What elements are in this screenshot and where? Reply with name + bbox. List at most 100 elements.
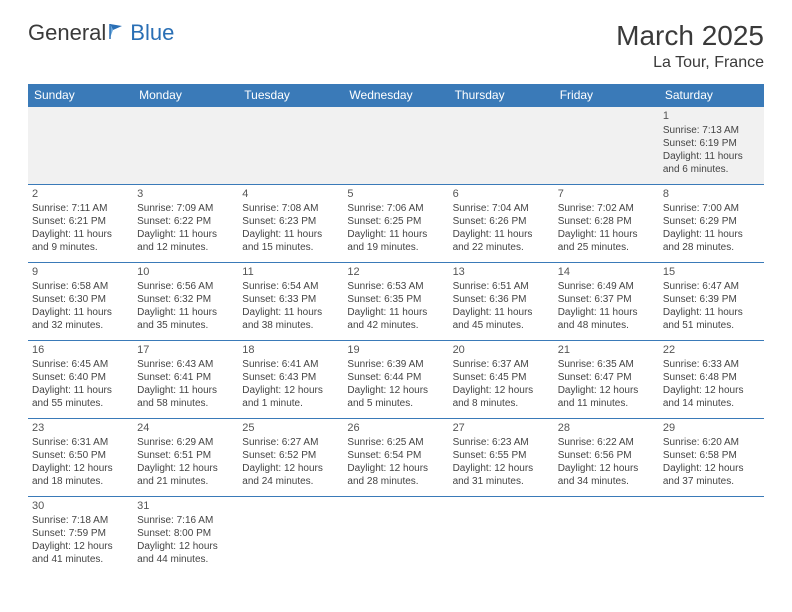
day-number: 16 (32, 343, 129, 357)
calendar-cell: 30Sunrise: 7:18 AMSunset: 7:59 PMDayligh… (28, 497, 133, 575)
sunset-line: Sunset: 6:22 PM (137, 215, 234, 228)
sunrise-line: Sunrise: 7:09 AM (137, 202, 234, 215)
sunrise-line: Sunrise: 6:41 AM (242, 358, 339, 371)
calendar-cell: 18Sunrise: 6:41 AMSunset: 6:43 PMDayligh… (238, 341, 343, 419)
daylight-line: and 37 minutes. (663, 475, 760, 488)
sunset-line: Sunset: 6:54 PM (347, 449, 444, 462)
daylight-line: Daylight: 12 hours (663, 384, 760, 397)
daylight-line: Daylight: 12 hours (242, 462, 339, 475)
daylight-line: and 18 minutes. (32, 475, 129, 488)
sunset-line: Sunset: 6:44 PM (347, 371, 444, 384)
calendar-cell: 13Sunrise: 6:51 AMSunset: 6:36 PMDayligh… (449, 263, 554, 341)
sunrise-line: Sunrise: 6:23 AM (453, 436, 550, 449)
calendar-cell (28, 107, 133, 185)
calendar-cell: 11Sunrise: 6:54 AMSunset: 6:33 PMDayligh… (238, 263, 343, 341)
day-number: 20 (453, 343, 550, 357)
sunrise-line: Sunrise: 7:13 AM (663, 124, 760, 137)
sunset-line: Sunset: 6:25 PM (347, 215, 444, 228)
sunset-line: Sunset: 6:19 PM (663, 137, 760, 150)
daylight-line: and 6 minutes. (663, 163, 760, 176)
calendar-cell: 21Sunrise: 6:35 AMSunset: 6:47 PMDayligh… (554, 341, 659, 419)
day-number: 25 (242, 421, 339, 435)
daylight-line: and 21 minutes. (137, 475, 234, 488)
daylight-line: and 22 minutes. (453, 241, 550, 254)
daylight-line: and 19 minutes. (347, 241, 444, 254)
calendar-week: 30Sunrise: 7:18 AMSunset: 7:59 PMDayligh… (28, 497, 764, 575)
day-header: Monday (133, 84, 238, 107)
day-number: 14 (558, 265, 655, 279)
daylight-line: and 1 minute. (242, 397, 339, 410)
daylight-line: Daylight: 12 hours (137, 462, 234, 475)
sunset-line: Sunset: 6:37 PM (558, 293, 655, 306)
daylight-line: Daylight: 12 hours (558, 384, 655, 397)
daylight-line: and 11 minutes. (558, 397, 655, 410)
sunset-line: Sunset: 6:43 PM (242, 371, 339, 384)
calendar-cell: 22Sunrise: 6:33 AMSunset: 6:48 PMDayligh… (659, 341, 764, 419)
sunrise-line: Sunrise: 7:16 AM (137, 514, 234, 527)
calendar-cell (659, 497, 764, 575)
calendar-cell: 24Sunrise: 6:29 AMSunset: 6:51 PMDayligh… (133, 419, 238, 497)
daylight-line: and 34 minutes. (558, 475, 655, 488)
sunset-line: Sunset: 6:35 PM (347, 293, 444, 306)
calendar-cell: 28Sunrise: 6:22 AMSunset: 6:56 PMDayligh… (554, 419, 659, 497)
calendar-week: 23Sunrise: 6:31 AMSunset: 6:50 PMDayligh… (28, 419, 764, 497)
sunset-line: Sunset: 6:41 PM (137, 371, 234, 384)
calendar-cell: 15Sunrise: 6:47 AMSunset: 6:39 PMDayligh… (659, 263, 764, 341)
sunrise-line: Sunrise: 6:33 AM (663, 358, 760, 371)
daylight-line: Daylight: 12 hours (663, 462, 760, 475)
sunset-line: Sunset: 6:39 PM (663, 293, 760, 306)
sunrise-line: Sunrise: 6:37 AM (453, 358, 550, 371)
daylight-line: and 28 minutes. (663, 241, 760, 254)
day-number: 1 (663, 109, 760, 123)
daylight-line: Daylight: 11 hours (32, 306, 129, 319)
sunrise-line: Sunrise: 6:39 AM (347, 358, 444, 371)
calendar-cell: 1Sunrise: 7:13 AMSunset: 6:19 PMDaylight… (659, 107, 764, 185)
calendar-cell (554, 107, 659, 185)
daylight-line: and 44 minutes. (137, 553, 234, 566)
daylight-line: Daylight: 11 hours (137, 384, 234, 397)
day-header: Sunday (28, 84, 133, 107)
sunset-line: Sunset: 8:00 PM (137, 527, 234, 540)
header: General Blue March 2025 La Tour, France (28, 20, 764, 72)
sunset-line: Sunset: 6:50 PM (32, 449, 129, 462)
sunset-line: Sunset: 6:23 PM (242, 215, 339, 228)
daylight-line: Daylight: 11 hours (558, 228, 655, 241)
calendar-cell: 5Sunrise: 7:06 AMSunset: 6:25 PMDaylight… (343, 185, 448, 263)
daylight-line: and 58 minutes. (137, 397, 234, 410)
sunrise-line: Sunrise: 6:22 AM (558, 436, 655, 449)
day-number: 3 (137, 187, 234, 201)
calendar-cell: 23Sunrise: 6:31 AMSunset: 6:50 PMDayligh… (28, 419, 133, 497)
sunrise-line: Sunrise: 6:49 AM (558, 280, 655, 293)
sunset-line: Sunset: 6:48 PM (663, 371, 760, 384)
daylight-line: Daylight: 12 hours (242, 384, 339, 397)
day-number: 23 (32, 421, 129, 435)
day-number: 17 (137, 343, 234, 357)
calendar-cell: 12Sunrise: 6:53 AMSunset: 6:35 PMDayligh… (343, 263, 448, 341)
day-number: 2 (32, 187, 129, 201)
daylight-line: Daylight: 11 hours (32, 384, 129, 397)
sunrise-line: Sunrise: 6:56 AM (137, 280, 234, 293)
sunrise-line: Sunrise: 6:20 AM (663, 436, 760, 449)
calendar-cell: 20Sunrise: 6:37 AMSunset: 6:45 PMDayligh… (449, 341, 554, 419)
calendar-week: 1Sunrise: 7:13 AMSunset: 6:19 PMDaylight… (28, 107, 764, 185)
daylight-line: and 28 minutes. (347, 475, 444, 488)
calendar-cell: 14Sunrise: 6:49 AMSunset: 6:37 PMDayligh… (554, 263, 659, 341)
daylight-line: and 38 minutes. (242, 319, 339, 332)
calendar-cell: 2Sunrise: 7:11 AMSunset: 6:21 PMDaylight… (28, 185, 133, 263)
sunset-line: Sunset: 6:52 PM (242, 449, 339, 462)
calendar-cell: 8Sunrise: 7:00 AMSunset: 6:29 PMDaylight… (659, 185, 764, 263)
sunset-line: Sunset: 6:26 PM (453, 215, 550, 228)
daylight-line: and 45 minutes. (453, 319, 550, 332)
sunrise-line: Sunrise: 6:53 AM (347, 280, 444, 293)
daylight-line: and 24 minutes. (242, 475, 339, 488)
daylight-line: and 9 minutes. (32, 241, 129, 254)
daylight-line: Daylight: 12 hours (32, 462, 129, 475)
flag-icon (108, 20, 128, 46)
calendar-week: 9Sunrise: 6:58 AMSunset: 6:30 PMDaylight… (28, 263, 764, 341)
day-number: 7 (558, 187, 655, 201)
sunrise-line: Sunrise: 6:47 AM (663, 280, 760, 293)
daylight-line: and 48 minutes. (558, 319, 655, 332)
daylight-line: Daylight: 12 hours (347, 384, 444, 397)
calendar-cell (238, 497, 343, 575)
day-number: 11 (242, 265, 339, 279)
